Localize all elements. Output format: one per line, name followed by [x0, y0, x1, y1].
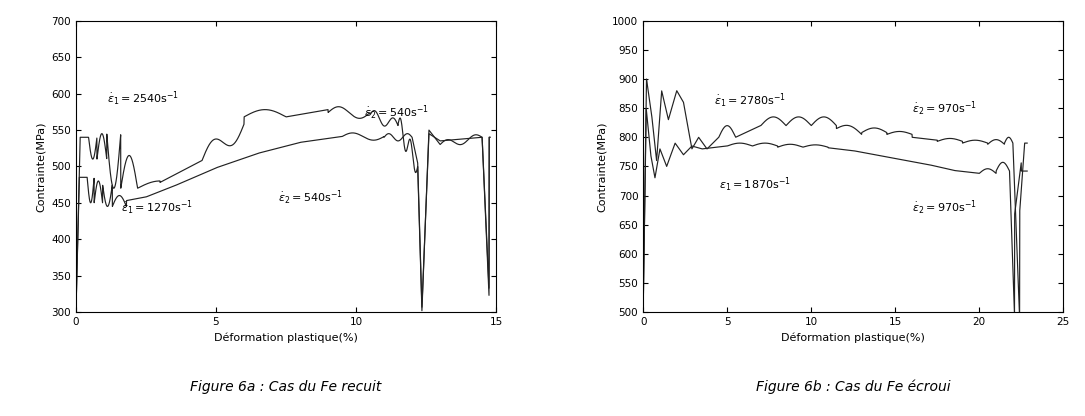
X-axis label: Déformation plastique(%): Déformation plastique(%) [781, 332, 926, 343]
Y-axis label: Contrainte(MPa): Contrainte(MPa) [597, 121, 607, 212]
Text: $\dot{\varepsilon}_2=970\mathrm{s}^{-1}$: $\dot{\varepsilon}_2=970\mathrm{s}^{-1}$ [912, 198, 977, 217]
X-axis label: Déformation plastique(%): Déformation plastique(%) [214, 332, 358, 343]
Text: $\dot{\varepsilon}_2=540\mathrm{s}^{-1}$: $\dot{\varepsilon}_2=540\mathrm{s}^{-1}$ [365, 104, 430, 122]
Text: $\dot{\varepsilon}_2=540\mathrm{s}^{-1}$: $\dot{\varepsilon}_2=540\mathrm{s}^{-1}$ [278, 188, 343, 206]
Text: Figure 6b : Cas du Fe écroui: Figure 6b : Cas du Fe écroui [756, 380, 950, 394]
Y-axis label: Contrainte(MPa): Contrainte(MPa) [36, 121, 46, 212]
Text: Figure 6a : Cas du Fe recuit: Figure 6a : Cas du Fe recuit [190, 380, 382, 394]
Text: $\dot{\varepsilon}_2=970\mathrm{s}^{-1}$: $\dot{\varepsilon}_2=970\mathrm{s}^{-1}$ [912, 99, 977, 118]
Text: $\dot{\varepsilon}_1=1270\mathrm{s}^{-1}$: $\dot{\varepsilon}_1=1270\mathrm{s}^{-1}… [120, 198, 193, 217]
Text: $\dot{\varepsilon}_1=2780\mathrm{s}^{-1}$: $\dot{\varepsilon}_1=2780\mathrm{s}^{-1}… [714, 92, 786, 110]
Text: $\varepsilon_1=1870\mathrm{s}^{-1}$: $\varepsilon_1=1870\mathrm{s}^{-1}$ [718, 175, 791, 194]
Text: $\dot{\varepsilon}_1=2540\mathrm{s}^{-1}$: $\dot{\varepsilon}_1=2540\mathrm{s}^{-1}… [106, 89, 179, 107]
